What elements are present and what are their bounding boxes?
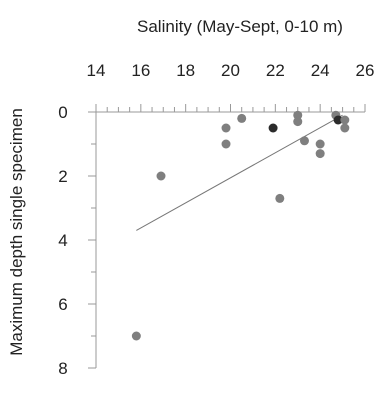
- trend-line: [136, 114, 343, 231]
- y-tick-label: 8: [58, 359, 67, 378]
- data-point: [299, 136, 309, 146]
- y-tick-label: 6: [58, 295, 67, 314]
- data-point: [293, 110, 303, 120]
- data-point: [221, 139, 231, 149]
- y-ticks: 0 2 4 6 8: [58, 103, 96, 378]
- data-point: [315, 139, 325, 149]
- data-point: [293, 117, 303, 127]
- data-point: [221, 123, 231, 133]
- x-tick-label: 26: [356, 61, 375, 80]
- x-tick-label: 16: [131, 61, 150, 80]
- data-point: [333, 115, 343, 125]
- data-point: [156, 171, 166, 181]
- x-ticks: 14 16 18 20 22 24 26: [87, 61, 375, 112]
- data-point: [268, 123, 278, 133]
- data-point: [131, 331, 141, 341]
- data-point: [315, 149, 325, 159]
- x-tick-label: 18: [176, 61, 195, 80]
- x-axis-title: Salinity (May-Sept, 0-10 m): [137, 17, 343, 36]
- data-point: [340, 123, 350, 133]
- x-tick-label: 22: [266, 61, 285, 80]
- y-tick-label: 2: [58, 167, 67, 186]
- x-tick-label: 20: [221, 61, 240, 80]
- data-point: [275, 193, 285, 203]
- y-tick-label: 4: [58, 231, 67, 250]
- x-tick-label: 14: [87, 61, 106, 80]
- data-marks: [131, 110, 350, 341]
- x-tick-label: 24: [311, 61, 330, 80]
- data-point: [237, 113, 247, 123]
- y-axis-title: Maximum depth single specimen: [7, 108, 26, 356]
- y-tick-label: 0: [58, 103, 67, 122]
- data-point: [340, 115, 350, 125]
